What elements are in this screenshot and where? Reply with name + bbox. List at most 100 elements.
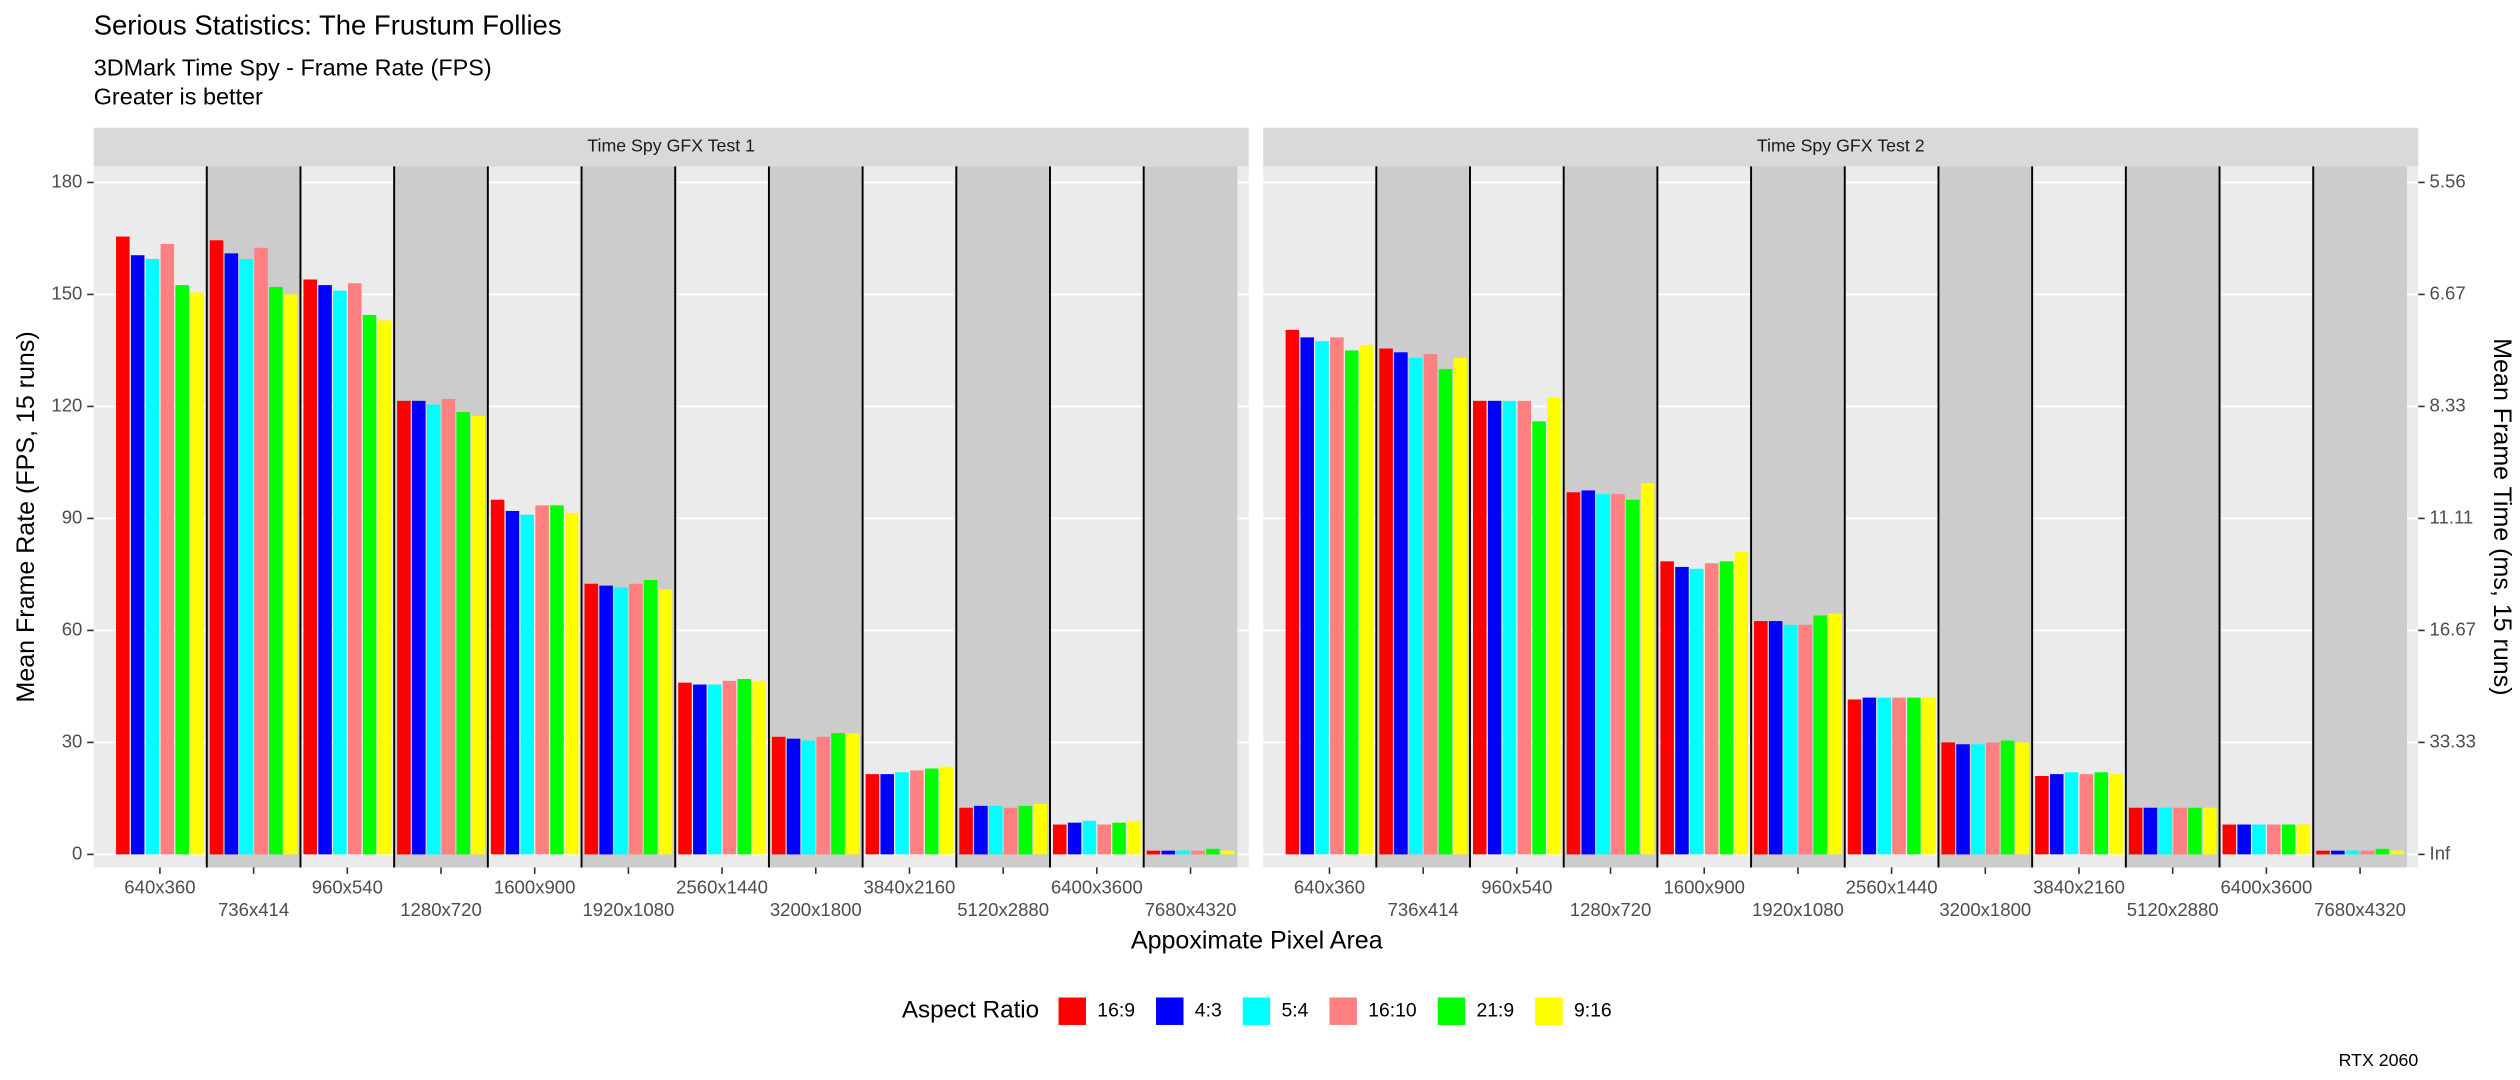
bar xyxy=(1847,699,1862,855)
bar xyxy=(145,258,160,855)
bar xyxy=(1003,807,1018,855)
bar xyxy=(1566,492,1581,855)
bar xyxy=(1660,561,1674,855)
bar xyxy=(2049,774,2064,855)
bar xyxy=(1161,850,1176,855)
bar xyxy=(283,294,298,855)
x-tick-label: 960x540 xyxy=(312,876,383,897)
bar xyxy=(658,589,673,855)
bar xyxy=(1394,352,1408,855)
bar xyxy=(411,400,426,855)
y-tick-label: 120 xyxy=(51,394,82,415)
bar xyxy=(175,285,189,855)
x-tick-label: 3200x1800 xyxy=(770,899,862,920)
bar xyxy=(1517,400,1532,855)
bar xyxy=(1547,397,1561,855)
y-tick-label: 0 xyxy=(72,842,82,863)
bar xyxy=(771,736,786,855)
bar xyxy=(939,766,954,855)
bar xyxy=(924,768,939,855)
bar xyxy=(1921,697,1936,855)
strip-title: Time Spy GFX Test 1 xyxy=(587,136,755,156)
bar xyxy=(1379,348,1393,855)
bar xyxy=(1877,697,1891,855)
bar xyxy=(190,292,204,855)
y2-tick-label: Inf xyxy=(2430,842,2451,863)
bar xyxy=(2390,850,2404,855)
y2-tick-label: 8.33 xyxy=(2430,394,2466,415)
bar xyxy=(2267,824,2281,855)
bar xyxy=(2237,824,2251,855)
y-tick-label: 180 xyxy=(51,170,82,191)
bar xyxy=(2173,807,2187,855)
bar xyxy=(1220,850,1235,855)
bar xyxy=(1487,400,1502,855)
legend-label: 16:9 xyxy=(1097,999,1135,1021)
y2-axis-title: Mean Frame Time (ms, 15 runs) xyxy=(2488,338,2516,695)
bar xyxy=(535,505,549,855)
strip xyxy=(93,127,1249,167)
x-tick-label: 6400x3600 xyxy=(1051,876,1143,897)
bar xyxy=(1018,805,1033,855)
bar xyxy=(599,585,613,855)
bar xyxy=(1176,850,1190,855)
y2-tick-label: 16.67 xyxy=(2430,618,2476,639)
bar xyxy=(1191,850,1205,855)
category-band xyxy=(956,166,1050,868)
category-band xyxy=(2125,166,2220,868)
y2-tick-label: 33.33 xyxy=(2430,730,2476,751)
bar xyxy=(1438,369,1453,855)
bar xyxy=(471,415,485,855)
bar xyxy=(614,587,628,855)
x-tick-label: 736x414 xyxy=(218,899,289,920)
bar xyxy=(1532,421,1546,855)
x-tick-label: 1280x720 xyxy=(400,899,482,920)
x-tick-label: 3200x1800 xyxy=(1939,899,2031,920)
bar xyxy=(1315,341,1329,855)
bar xyxy=(1971,744,1985,855)
bar xyxy=(1067,822,1082,855)
bar xyxy=(1206,848,1220,855)
bar xyxy=(752,680,766,855)
bar xyxy=(1941,742,1955,855)
bar xyxy=(224,253,239,855)
bar xyxy=(737,678,752,855)
bar xyxy=(490,499,505,855)
legend-key xyxy=(1535,997,1563,1025)
caption: RTX 2060 xyxy=(2339,1050,2419,1070)
bar xyxy=(377,320,392,855)
bar xyxy=(303,279,317,855)
bar xyxy=(362,314,377,855)
bar xyxy=(1127,820,1141,855)
bar xyxy=(974,805,988,855)
legend-key xyxy=(1058,997,1087,1025)
x-tick-label: 2560x1440 xyxy=(1846,876,1938,897)
legend-label: 5:4 xyxy=(1282,999,1309,1021)
bar xyxy=(1502,400,1517,855)
bar xyxy=(269,286,283,855)
legend: Aspect Ratio 16:9 4:3 5:4 16:10 21:9 9:16 xyxy=(902,997,1612,1025)
bar xyxy=(397,400,411,855)
legend-key xyxy=(1437,997,1466,1025)
bar xyxy=(584,583,599,855)
chart-subtitle: 3DMark Time Spy - Frame Rate (FPS) xyxy=(94,55,492,81)
bar xyxy=(2015,742,2030,855)
bar xyxy=(2375,848,2390,855)
bar xyxy=(801,740,816,855)
bar xyxy=(347,283,362,855)
legend-label: 9:16 xyxy=(1574,999,1612,1021)
bar xyxy=(1719,561,1734,855)
bar xyxy=(1596,494,1610,855)
bar xyxy=(988,805,1003,855)
bar xyxy=(2252,824,2266,855)
bar xyxy=(2143,807,2158,855)
bar xyxy=(116,236,130,855)
category-band xyxy=(1143,166,1238,868)
bar xyxy=(910,770,924,855)
bar xyxy=(2000,740,2015,855)
bar xyxy=(2094,772,2109,855)
bar xyxy=(1892,697,1906,855)
bar xyxy=(1082,820,1097,855)
bar xyxy=(1956,744,1970,855)
